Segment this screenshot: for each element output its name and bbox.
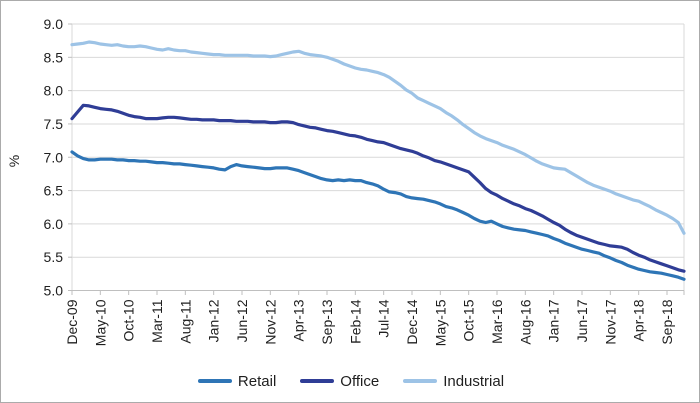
x-tick-label: Aug-11 (177, 299, 193, 343)
y-tick-label: 6.0 (44, 216, 64, 232)
axes (68, 23, 685, 295)
x-tick-label: Aug-16 (517, 299, 533, 344)
x-tick-label: Apr-13 (291, 299, 307, 341)
legend-label: Office (340, 372, 380, 390)
data-series (70, 40, 686, 281)
legend-item-retail: Retail (197, 372, 277, 390)
x-tick-label: Oct-10 (121, 299, 137, 341)
y-tick-label: 7.5 (44, 116, 64, 132)
chart-legend: Retail Office Industrial (1, 364, 699, 398)
y-tick-label: 7.0 (44, 149, 64, 165)
legend-swatch-industrial (403, 379, 438, 383)
x-tick-label: Dec-09 (64, 299, 80, 344)
legend-label: Industrial (443, 372, 505, 390)
x-tick-label: Jun-12 (234, 299, 250, 342)
x-tick-label: Sep-18 (659, 299, 675, 344)
y-tick-label: 8.5 (44, 49, 64, 65)
y-tick-label: 9.0 (44, 16, 64, 32)
y-tick-label: 5.0 (44, 283, 64, 299)
x-tick-label: Jul-14 (376, 299, 392, 337)
series-line-retail (70, 150, 686, 281)
y-tick-label: 6.5 (44, 183, 64, 199)
x-tick-label: May-10 (92, 299, 108, 346)
x-tick-label: Nov-17 (602, 299, 618, 344)
x-tick-label: Dec-14 (404, 299, 420, 344)
x-tick-label: Jan-12 (206, 299, 222, 342)
x-tick-label: May-15 (432, 299, 448, 346)
legend-item-industrial: Industrial (403, 373, 504, 390)
legend-item-office: Office (300, 373, 379, 390)
y-axis-title: % (6, 155, 22, 167)
x-tick-label: Jun-17 (574, 299, 590, 342)
series-line-office (70, 103, 686, 273)
x-tick-label: Feb-14 (347, 299, 363, 344)
x-tick-label: Nov-12 (262, 299, 278, 344)
legend-label: Retail (237, 372, 277, 390)
legend-swatch-retail (197, 379, 232, 383)
x-tick-label: Oct-15 (461, 299, 477, 341)
x-tick-label: Apr-18 (631, 299, 647, 341)
x-tick-label: Jan-17 (546, 299, 562, 342)
y-tick-label: 8.0 (44, 83, 64, 99)
x-tick-label: Sep-13 (319, 299, 335, 344)
series-line-industrial (70, 40, 686, 235)
x-tick-label: Mar-11 (149, 299, 165, 343)
y-tick-label: 5.5 (44, 249, 64, 265)
legend-swatch-office (300, 379, 335, 383)
x-tick-label: Mar-16 (489, 299, 505, 344)
